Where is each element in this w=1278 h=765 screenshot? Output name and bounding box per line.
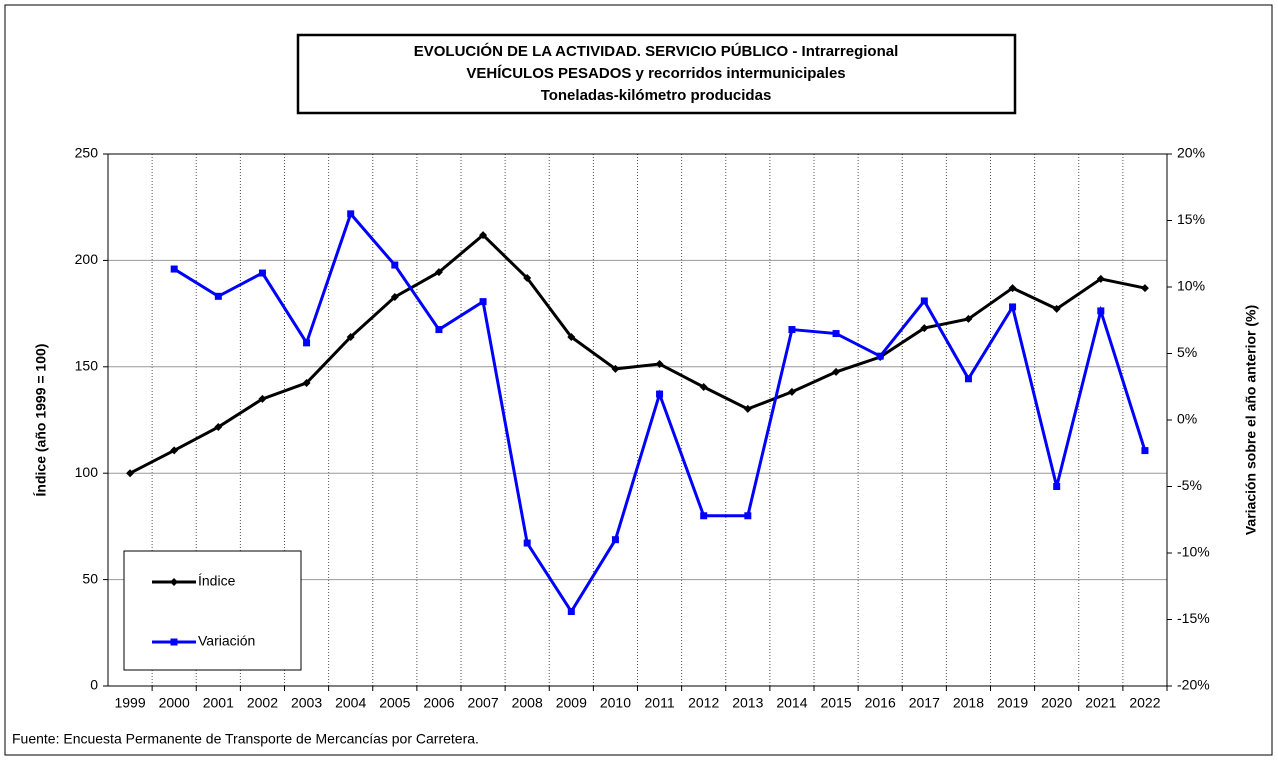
marker (1097, 307, 1105, 315)
marker (1140, 284, 1149, 293)
x-tick-label: 2006 (423, 695, 454, 711)
series-line (129, 233, 1146, 475)
marker (700, 512, 708, 520)
x-tick-label: 2019 (997, 695, 1028, 711)
x-tick-label: 2018 (953, 695, 984, 711)
marker (126, 469, 135, 478)
marker (611, 364, 620, 373)
marker (920, 297, 928, 305)
x-tick-label: 2021 (1085, 695, 1116, 711)
y-tick-label: 50 (82, 570, 98, 586)
x-tick-label: 2010 (600, 695, 631, 711)
y2-tick-label: 20% (1177, 145, 1205, 161)
marker (964, 375, 972, 383)
marker (567, 608, 575, 616)
x-tick-label: 2005 (379, 695, 410, 711)
marker (390, 293, 399, 302)
y-tick-label: 100 (75, 464, 99, 480)
marker (346, 333, 355, 342)
marker (214, 292, 222, 300)
y-axis-title: Índice (año 1999 = 100) (33, 344, 49, 497)
marker (1141, 447, 1149, 455)
marker (1096, 274, 1105, 283)
y2-tick-label: 0% (1177, 411, 1197, 427)
y2-tick-label: 5% (1177, 344, 1197, 360)
x-tick-label: 2011 (645, 695, 675, 711)
y2-tick-label: -10% (1177, 544, 1210, 560)
marker (434, 268, 443, 277)
legend-marker (170, 578, 178, 586)
marker (567, 333, 576, 342)
y-tick-label: 0 (90, 677, 98, 693)
marker (523, 539, 531, 547)
marker (479, 231, 488, 240)
marker (1009, 303, 1017, 311)
marker (1008, 284, 1017, 293)
marker (920, 324, 929, 333)
legend-marker (170, 638, 178, 646)
legend-label: Variación (198, 633, 255, 649)
x-tick-label: 2015 (820, 695, 851, 711)
marker (170, 265, 178, 273)
y2-axis-title: Variación sobre el año anterior (%) (1243, 305, 1259, 535)
marker (258, 269, 266, 277)
marker (303, 339, 311, 347)
x-tick-label: 2008 (512, 695, 543, 711)
marker (832, 330, 840, 338)
x-tick-label: 2009 (556, 695, 587, 711)
marker (788, 326, 796, 334)
marker (435, 326, 443, 334)
x-tick-label: 2002 (247, 695, 278, 711)
x-tick-label: 2020 (1041, 695, 1072, 711)
x-tick-label: 2016 (865, 695, 896, 711)
marker (744, 512, 752, 520)
x-tick-label: 2022 (1129, 695, 1160, 711)
y-tick-label: 150 (75, 358, 99, 374)
legend-label: Índice (198, 573, 236, 589)
x-tick-label: 2017 (909, 695, 940, 711)
marker (1053, 483, 1061, 490)
marker (523, 274, 532, 283)
x-tick-label: 2014 (776, 695, 807, 711)
marker (876, 352, 884, 360)
marker (832, 367, 841, 376)
y2-tick-label: 10% (1177, 278, 1205, 294)
y2-tick-label: -15% (1177, 610, 1210, 626)
x-tick-label: 2000 (159, 695, 190, 711)
marker (655, 360, 664, 369)
y-tick-label: 200 (75, 251, 99, 267)
x-tick-label: 2004 (335, 695, 366, 711)
x-tick-label: 2001 (203, 695, 234, 711)
marker (302, 378, 311, 387)
chart-title: VEHÍCULOS PESADOS y recorridos intermuni… (466, 65, 845, 82)
marker (479, 298, 487, 306)
y2-tick-label: -20% (1177, 677, 1210, 693)
y2-tick-label: 15% (1177, 211, 1205, 227)
marker (787, 387, 796, 396)
x-tick-label: 1999 (114, 695, 145, 711)
marker (214, 423, 223, 432)
chart-title: Toneladas-kilómetro producidas (541, 87, 772, 104)
marker (656, 390, 664, 398)
source-note: Fuente: Encuesta Permanente de Transport… (12, 731, 479, 747)
x-tick-label: 2013 (732, 695, 763, 711)
x-tick-label: 2007 (467, 695, 498, 711)
y-tick-label: 250 (75, 145, 99, 161)
marker (964, 314, 973, 323)
marker (258, 394, 267, 403)
y2-tick-label: -5% (1177, 477, 1202, 493)
title-box (296, 33, 1017, 115)
marker (347, 210, 355, 218)
marker (1052, 304, 1061, 313)
x-tick-label: 2003 (291, 695, 322, 711)
marker (743, 404, 752, 413)
legend-box (123, 550, 302, 671)
marker (391, 261, 399, 269)
marker (699, 383, 708, 392)
marker (611, 536, 619, 544)
marker (170, 446, 179, 455)
x-tick-label: 2012 (688, 695, 719, 711)
chart-title: EVOLUCIÓN DE LA ACTIVIDAD. SERVICIO PÚBL… (414, 42, 899, 60)
